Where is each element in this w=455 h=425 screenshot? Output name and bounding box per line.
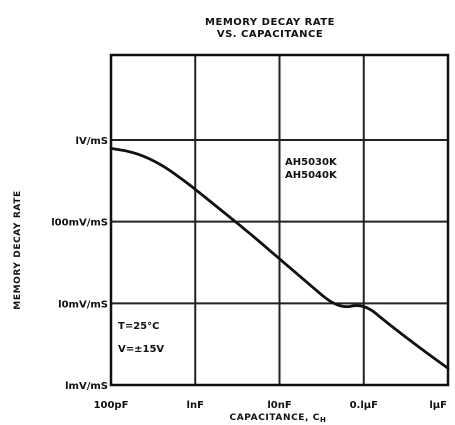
plot-frame xyxy=(109,53,450,387)
decay-rate-curve xyxy=(109,147,450,370)
part-number-1: AH5030K xyxy=(285,157,338,168)
x-tick-label: lµF xyxy=(429,400,447,411)
condition-voltage: V=±15V xyxy=(118,344,164,355)
series-layer xyxy=(109,147,450,370)
x-tick-label: 0.lµF xyxy=(350,400,378,411)
x-axis-ticks: 100pF lnF l0nF 0.lµF lµF xyxy=(94,400,447,411)
x-tick-label: 100pF xyxy=(94,400,129,411)
y-tick-label: l00mV/mS xyxy=(51,218,108,229)
chart-title-line1: MEMORY DECAY RATE xyxy=(205,17,335,28)
x-axis-title-subscript: H xyxy=(320,416,326,424)
condition-temperature: T=25°C xyxy=(118,321,159,332)
y-tick-label: l0mV/mS xyxy=(58,299,108,310)
x-axis-title-text: CAPACITANCE, C xyxy=(230,413,321,423)
x-axis-title: CAPACITANCE, CH xyxy=(230,413,327,424)
y-tick-label: lmV/mS xyxy=(65,381,108,392)
chart-title-line2: VS. CAPACITANCE xyxy=(217,29,323,40)
y-axis-title: MEMORY DECAY RATE xyxy=(13,190,23,309)
part-number-2: AH5040K xyxy=(285,170,338,181)
y-tick-label: lV/mS xyxy=(76,136,108,147)
grid xyxy=(110,55,449,386)
x-tick-label: l0nF xyxy=(267,400,291,411)
y-axis-ticks: lmV/mS l0mV/mS l00mV/mS lV/mS xyxy=(51,136,108,392)
x-tick-label: lnF xyxy=(187,400,204,411)
